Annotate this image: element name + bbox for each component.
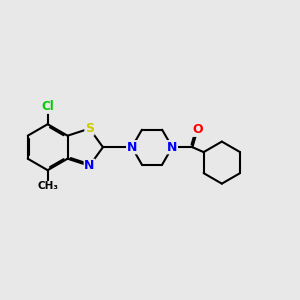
Text: CH₃: CH₃ (37, 182, 58, 191)
Text: Cl: Cl (41, 100, 54, 113)
Text: N: N (127, 141, 137, 154)
Text: N: N (167, 141, 177, 154)
Text: S: S (85, 122, 94, 135)
Text: N: N (84, 159, 94, 172)
Text: O: O (192, 123, 203, 136)
